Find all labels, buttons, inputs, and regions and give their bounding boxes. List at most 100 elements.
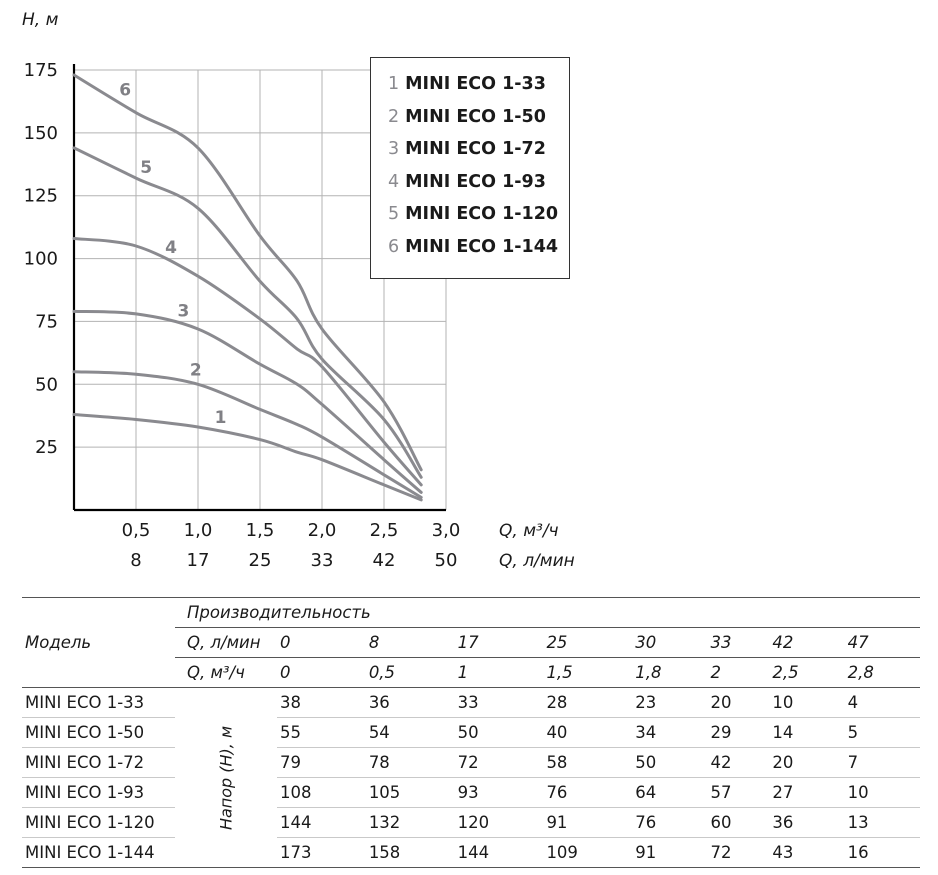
- table-row: MINI ECO 1-93 108 105 93 76 64 57 27 10: [22, 777, 920, 808]
- table-cell: 132: [365, 807, 455, 838]
- curve-number-label: 5: [140, 158, 152, 178]
- table-cell: 93: [454, 777, 544, 808]
- header-q-lmin-value: 30: [632, 627, 708, 658]
- table-row: MINI ECO 1-50 55 54 50 40 34 29 14 5: [22, 717, 920, 748]
- performance-table: Модель Производительность Q, л/мин 0 8 17 2…: [22, 597, 920, 868]
- curve-number-label: 3: [177, 301, 189, 321]
- table-cell: 5: [844, 717, 920, 748]
- curve-3: [72, 309, 423, 494]
- performance-header: Производительность: [175, 597, 920, 628]
- legend-item: 1 MINI ECO 1-33: [388, 74, 569, 107]
- table-cell: 4: [844, 687, 920, 718]
- table-cell: 14: [769, 717, 845, 748]
- x-tick-label-lmin: 17: [187, 550, 210, 571]
- table-cell: 40: [543, 717, 633, 748]
- header-q-lmin-value: 17: [454, 627, 544, 658]
- x-tick-label-m3h: 2,5: [370, 520, 399, 541]
- legend-item-number: 4: [388, 171, 400, 192]
- x-tick-label-m3h: 0,5: [122, 520, 151, 541]
- x-tick-label-m3h: 1,5: [246, 520, 275, 541]
- header-q-m3h-value: 1: [454, 657, 544, 688]
- x-tick-label-lmin: 50: [435, 550, 458, 571]
- table-cell: 10: [844, 777, 920, 808]
- model-name-cell: MINI ECO 1-72: [22, 747, 175, 778]
- table-cell: 29: [707, 717, 770, 748]
- header-q-lmin-value: 33: [707, 627, 770, 658]
- table-row: MINI ECO 1-144 173 158 144 109 91 72 43 16: [22, 837, 920, 868]
- x-tick-label-lmin: 25: [249, 550, 272, 571]
- y-tick-label: 125: [24, 186, 58, 207]
- y-axis-label: H, м: [22, 10, 59, 30]
- model-name-cell: MINI ECO 1-33: [22, 687, 175, 718]
- legend-item-label: MINI ECO 1-50: [405, 106, 546, 127]
- table-cell: 76: [632, 807, 708, 838]
- head-label: Напор (Н), м: [216, 725, 236, 830]
- header-q-lmin-value: 47: [844, 627, 920, 658]
- table-cell: 36: [365, 687, 455, 718]
- table-cell: 91: [632, 837, 708, 868]
- legend-item-number: 6: [388, 236, 400, 257]
- table-cell: 38: [277, 687, 366, 718]
- curve-1: [72, 413, 423, 502]
- curve-4: [72, 237, 423, 487]
- table-cell: 10: [769, 687, 845, 718]
- table-cell: 16: [844, 837, 920, 868]
- header-q-m3h-value: 1,8: [632, 657, 708, 688]
- table-cell: 58: [543, 747, 633, 778]
- table-cell: 28: [543, 687, 633, 718]
- header-q-m3h-value: 2: [707, 657, 770, 688]
- table-cell: 23: [632, 687, 708, 718]
- x-tick-label-lmin: 42: [373, 550, 396, 571]
- x-axis-label-m3h: Q, м³/ч: [499, 521, 559, 541]
- table-cell: 34: [632, 717, 708, 748]
- table-cell: 43: [769, 837, 845, 868]
- legend-item-label: MINI ECO 1-72: [405, 139, 546, 159]
- table-cell: 27: [769, 777, 845, 808]
- curve-5: [72, 146, 423, 479]
- legend-item-label: MINI ECO 1-33: [405, 74, 546, 94]
- table-cell: 109: [543, 837, 633, 868]
- curve-number-label: 1: [215, 408, 227, 428]
- table-cell: 173: [277, 837, 366, 868]
- table-cell: 72: [707, 837, 770, 868]
- table-cell: 54: [365, 717, 455, 748]
- table-cell: 108: [277, 777, 366, 808]
- y-tick-label: 25: [35, 437, 58, 458]
- legend-item-label: MINI ECO 1-144: [405, 236, 559, 257]
- curve-number-label: 6: [119, 81, 131, 101]
- header-q-lmin-value: 0: [277, 627, 366, 658]
- legend-item-number: 5: [388, 204, 400, 224]
- table-cell: 60: [707, 807, 770, 838]
- y-tick-label: 50: [35, 374, 58, 395]
- chart-legend: 1 MINI ECO 1-33 2 MINI ECO 1-50 3 MINI ECO 1-…: [370, 57, 570, 279]
- table-cell: 78: [365, 747, 455, 778]
- table-cell: 120: [454, 807, 544, 838]
- model-name-cell: MINI ECO 1-120: [22, 807, 175, 838]
- legend-item-number: 1: [388, 74, 400, 94]
- table-row: MINI ECO 1-120 144 132 120 91 76 60 36 13: [22, 807, 920, 838]
- header-q-m3h-value: 1,5: [543, 657, 633, 688]
- legend-item-label: MINI ECO 1-93: [405, 171, 546, 192]
- table-row: MINI ECO 1-33 Напор (Н), м 38 36 33 28 23 20 10 4: [22, 687, 920, 868]
- table-cell: 72: [454, 747, 544, 778]
- header-q-m3h-value: 2,8: [844, 657, 920, 688]
- header-q-lmin-value: 42: [769, 627, 845, 658]
- legend-item: 3 MINI ECO 1-72: [388, 139, 569, 172]
- curve-number-label: 2: [190, 360, 202, 380]
- y-tick-label: 150: [24, 123, 58, 144]
- table-cell: 64: [632, 777, 708, 808]
- table-cell: 50: [454, 717, 544, 748]
- y-tick-label: 100: [24, 249, 58, 270]
- y-tick-label: 75: [35, 311, 58, 332]
- table-cell: 55: [277, 717, 366, 748]
- legend-item: 4 MINI ECO 1-93: [388, 172, 569, 205]
- head-label-cell: Напор (Н), м: [175, 687, 277, 868]
- table-cell: 20: [707, 687, 770, 718]
- header-q-m3h-value: 2,5: [769, 657, 845, 688]
- table-cell: 50: [632, 747, 708, 778]
- table-row: MINI ECO 1-72 79 78 72 58 50 42 20 7: [22, 747, 920, 778]
- table-cell: 13: [844, 807, 920, 838]
- x-tick-label-m3h: 1,0: [184, 520, 213, 541]
- table-cell: 158: [365, 837, 455, 868]
- table-cell: 33: [454, 687, 544, 718]
